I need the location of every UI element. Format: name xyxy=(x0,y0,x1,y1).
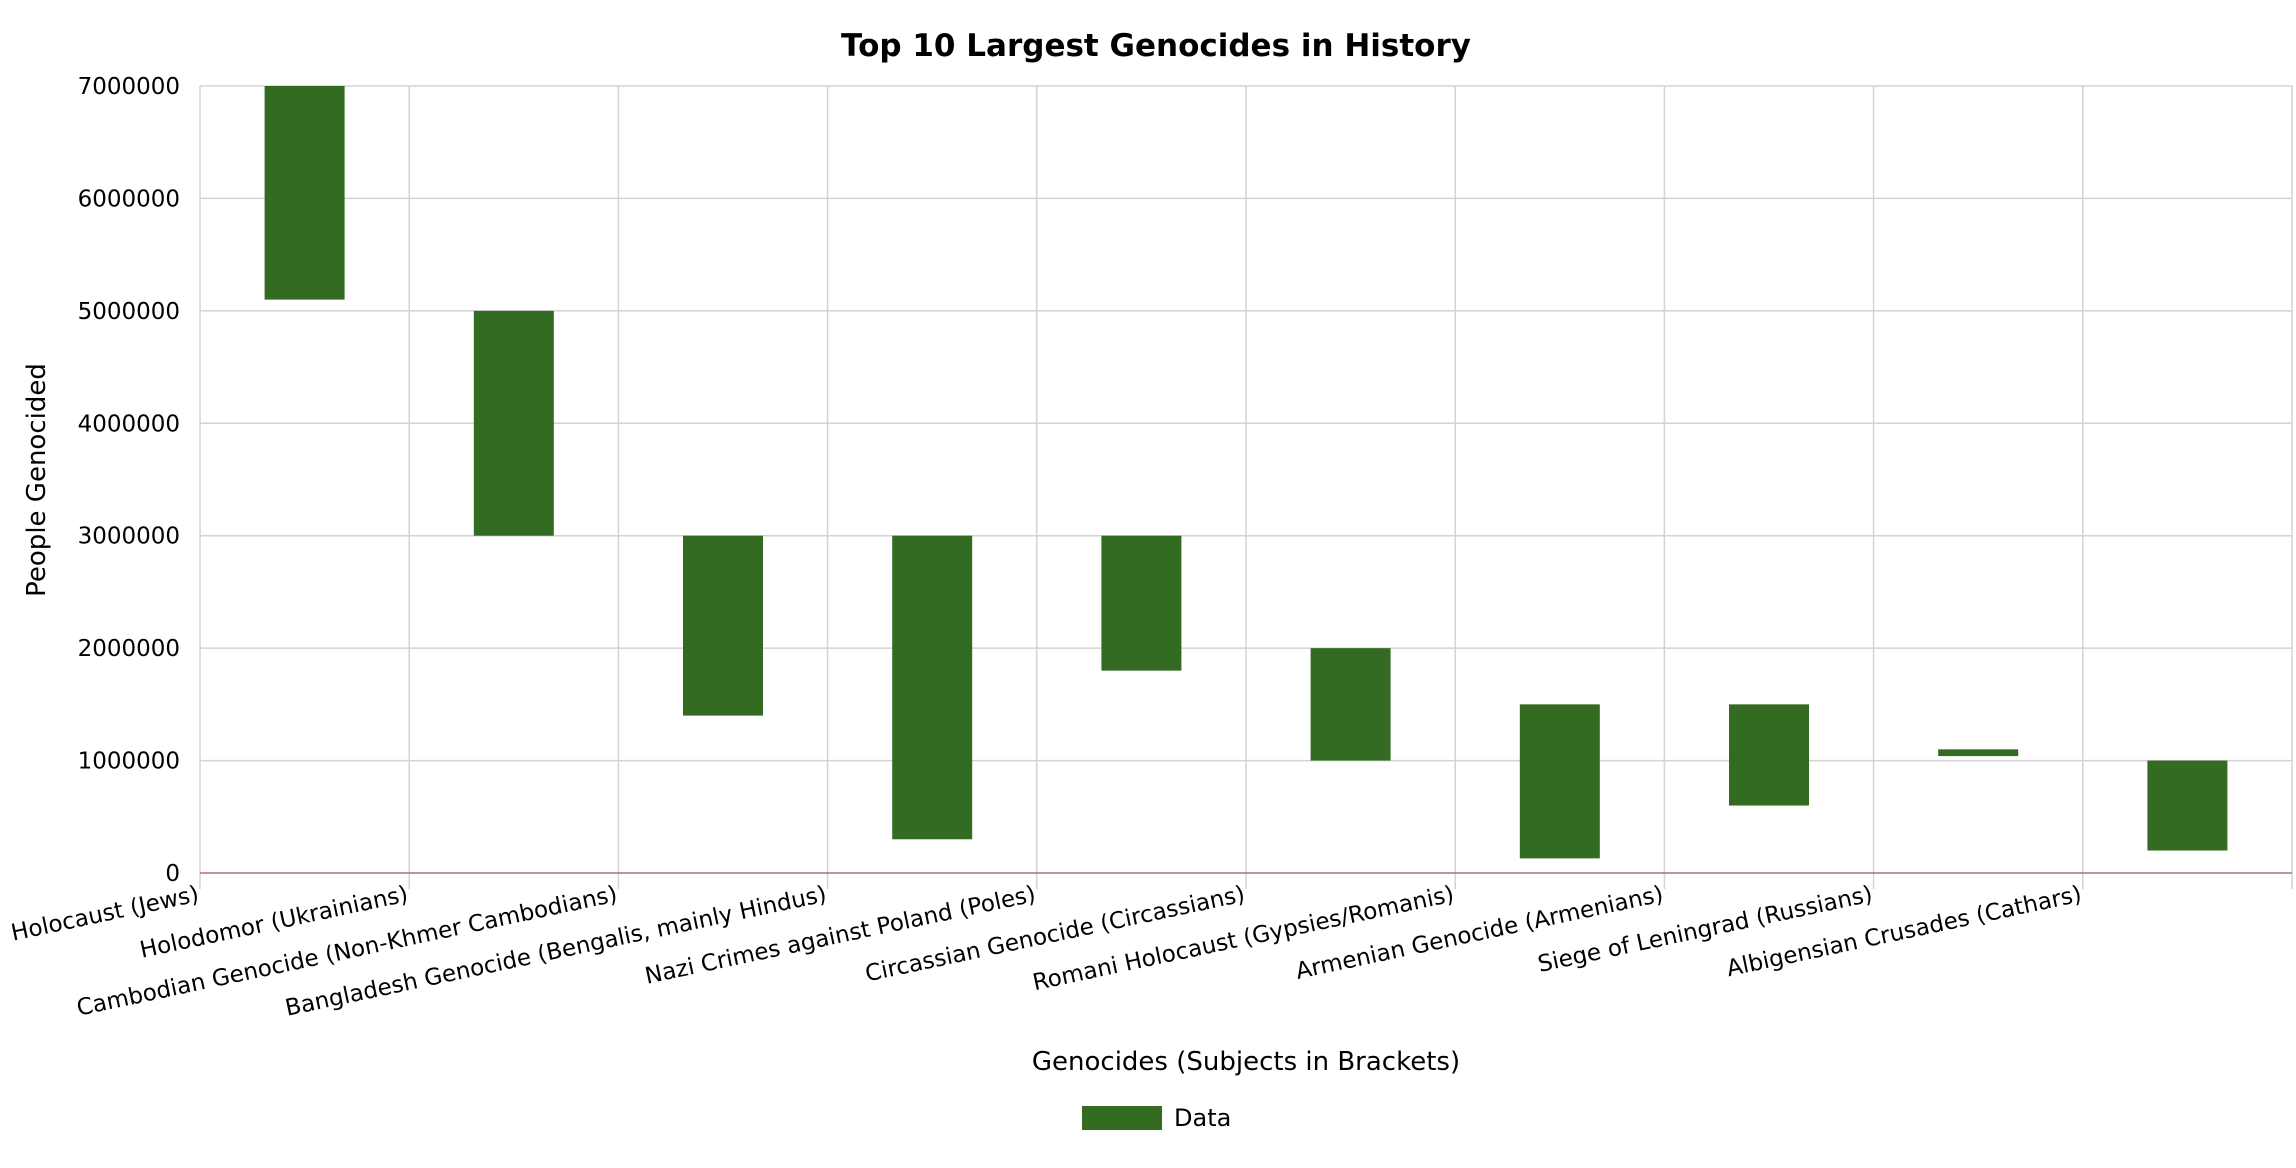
y-axis-label: People Genocided xyxy=(22,363,52,597)
grid-lines xyxy=(199,85,2293,873)
bars xyxy=(264,86,2228,859)
y-tick-label: 1000000 xyxy=(78,749,180,775)
x-tick-label: Armenian Genocide (Armenians) xyxy=(1294,881,1666,984)
legend: Data xyxy=(1082,1104,1231,1132)
bar xyxy=(1310,648,1391,761)
axes xyxy=(199,872,2293,889)
y-tick-label: 5000000 xyxy=(78,299,180,325)
legend-swatch xyxy=(1082,1106,1162,1130)
x-tick-label: Albigensian Crusades (Cathars) xyxy=(1724,881,2084,982)
bar xyxy=(2147,760,2228,851)
bar xyxy=(1101,535,1182,671)
legend-label: Data xyxy=(1174,1104,1231,1132)
bar xyxy=(683,535,763,716)
bar xyxy=(473,310,554,536)
y-tick-label: 0 xyxy=(165,861,180,887)
y-tick-label: 2000000 xyxy=(78,636,180,662)
y-tick-label: 3000000 xyxy=(78,524,180,550)
chart-title: Top 10 Largest Genocides in History xyxy=(841,28,1471,64)
y-tick-label: 7000000 xyxy=(78,74,180,100)
y-tick-label: 4000000 xyxy=(78,411,180,437)
bar xyxy=(264,86,345,300)
x-tick-labels: Holocaust (Jews)Holodomor (Ukrainians)Ca… xyxy=(9,881,2084,1021)
bar xyxy=(892,535,973,840)
bar xyxy=(1519,704,1600,859)
x-axis-label: Genocides (Subjects in Brackets) xyxy=(1032,1047,1460,1077)
bar xyxy=(1729,704,1809,806)
x-tick-label: Siege of Leningrad (Russians) xyxy=(1536,881,1875,977)
y-tick-labels: 0 1000000 2000000 3000000 4000000 5000000 6000… xyxy=(78,74,180,887)
y-tick-label: 6000000 xyxy=(78,186,180,212)
bar xyxy=(1938,749,2019,757)
x-tick-label: Nazi Crimes against Poland (Poles) xyxy=(643,881,1038,989)
